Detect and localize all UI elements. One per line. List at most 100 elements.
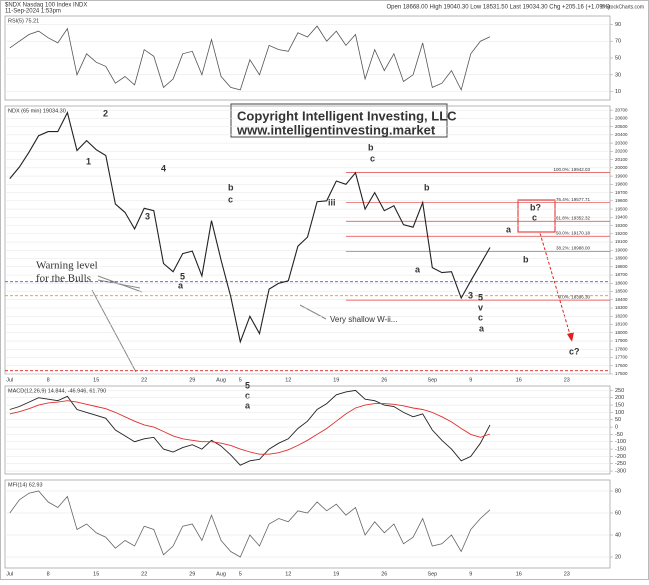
x-tick-label: 19 (333, 377, 339, 383)
y-tick-label: 30 (615, 72, 621, 78)
annotation: c (478, 312, 483, 322)
panel-title: MACD(12,26,9) 14.844, -46.946, 61.790 (8, 388, 106, 394)
y-tick-label: 50 (615, 55, 621, 61)
annotation: b (424, 182, 430, 192)
symbol: $NDX Nasdaq 100 Index INDX (5, 3, 87, 9)
annotation: a (479, 323, 485, 333)
y-tick-label: 200 (615, 395, 624, 401)
x-tick-label: Sep (427, 377, 437, 383)
annotation: b (368, 142, 374, 152)
annotation: iii (328, 197, 336, 207)
annotation: for the Bulls (36, 273, 91, 285)
x-tick-label: 15 (93, 571, 99, 577)
y-tick-label: 19200 (615, 231, 628, 236)
y-tick-label: 20100 (615, 157, 628, 162)
x-tick-label: Jul (6, 377, 13, 383)
x-tick-label: 26 (381, 571, 387, 577)
annotation: 5 (245, 380, 250, 390)
y-tick-label: 18800 (615, 264, 628, 269)
y-tick-label: 50 (615, 417, 621, 423)
panel-frame (4, 479, 611, 569)
x-tick-label: 19 (333, 571, 339, 577)
y-tick-label: 60 (615, 510, 621, 516)
annotation: v (478, 302, 483, 312)
y-tick-label: 100 (615, 410, 624, 416)
y-tick-label: 17900 (615, 338, 628, 343)
x-tick-label: 16 (516, 377, 522, 383)
x-tick-label: 15 (93, 377, 99, 383)
fib-label: 0.0%: 18396.30 (558, 294, 590, 299)
y-tick-label: 19400 (615, 215, 628, 220)
pointer (91, 289, 137, 373)
y-tick-label: 150 (615, 403, 624, 409)
annotation: Very shallow W-ii... (330, 315, 397, 324)
y-tick-label: -200 (615, 454, 626, 460)
y-tick-label: 40 (615, 532, 621, 538)
y-tick-label: 18500 (615, 289, 628, 294)
x-tick-label: 23 (564, 377, 570, 383)
y-tick-label: 20500 (615, 124, 628, 129)
indicator-line (9, 490, 491, 558)
x-tick-label: 29 (189, 377, 195, 383)
fib-label: 100.0%: 19942.03 (553, 167, 590, 172)
annotation: c (245, 390, 250, 400)
y-tick-label: 19900 (615, 173, 628, 178)
panel-frame (4, 385, 611, 475)
y-tick-label: 250 (615, 388, 624, 394)
annotation: b (523, 254, 529, 264)
date: 11-Sep-2024 1:53pm (5, 9, 61, 15)
fib-label: 61.8%: 19352.32 (556, 215, 591, 220)
annotation: 5 (478, 292, 483, 302)
fib-label: 50.0%: 19170.18 (556, 230, 591, 235)
y-tick-label: 70 (615, 39, 621, 45)
x-tick-label: 12 (285, 377, 291, 383)
x-tick-label: 26 (381, 377, 387, 383)
y-tick-label: 18200 (615, 313, 628, 318)
x-tick-label: 9 (469, 377, 472, 383)
annotation: b? (530, 202, 541, 212)
y-tick-label: 0 (615, 425, 618, 431)
y-tick-label: 90 (615, 22, 621, 28)
y-tick-label: 20000 (615, 165, 628, 170)
y-tick-label: -50 (615, 432, 623, 438)
x-tick-label: 8 (47, 377, 50, 383)
x-tick-label: 5 (239, 571, 242, 577)
annotation: 5 (180, 271, 185, 281)
y-tick-label: 18700 (615, 272, 628, 277)
annotation: a (506, 224, 512, 234)
panel-title: RSI(5) 75.21 (8, 18, 39, 24)
y-tick-label: -150 (615, 447, 626, 453)
annotation: 1 (86, 156, 91, 166)
copyright-box (230, 103, 448, 138)
y-tick-label: 10 (615, 89, 621, 95)
x-tick-label: 29 (189, 571, 195, 577)
y-tick-label: 17800 (615, 346, 628, 351)
x-tick-label: 8 (47, 571, 50, 577)
x-tick-label: Aug (216, 571, 226, 577)
fib-label: 38.2%: 18988.00 (556, 245, 591, 250)
y-tick-label: 19600 (615, 198, 628, 203)
annotation: 3 (468, 290, 473, 300)
annotation: a (178, 280, 184, 290)
y-tick-label: 17700 (615, 355, 628, 360)
annotation: Warning level (36, 260, 98, 272)
y-tick-label: 18900 (615, 256, 628, 261)
y-tick-label: 18600 (615, 280, 628, 285)
x-tick-label: 16 (516, 571, 522, 577)
x-tick-label: 23 (564, 571, 570, 577)
quote: Open 18668.00 High 19040.30 Low 18531.50… (386, 5, 610, 11)
x-tick-label: 5 (239, 377, 242, 383)
x-tick-label: Sep (427, 571, 437, 577)
annotation: 3 (145, 211, 150, 221)
annotation: Copyright Intelligent Investing, LLC (237, 108, 457, 123)
x-tick-label: 12 (285, 571, 291, 577)
annotation: c? (569, 346, 580, 356)
source: © StockCharts.com (601, 3, 644, 10)
annotation: c (370, 153, 375, 163)
x-tick-label: 9 (469, 571, 472, 577)
y-tick-label: -300 (615, 469, 626, 475)
y-tick-label: 17500 (615, 371, 628, 376)
panel-title: MFI(14) 62.93 (8, 482, 43, 488)
